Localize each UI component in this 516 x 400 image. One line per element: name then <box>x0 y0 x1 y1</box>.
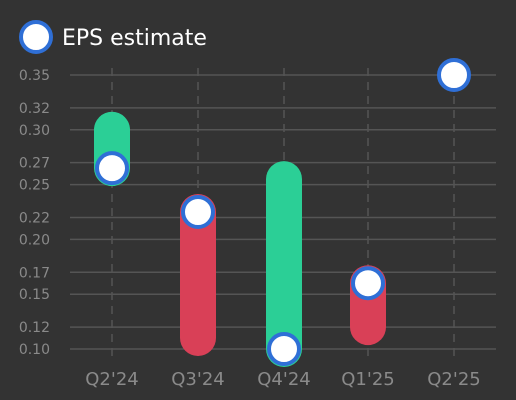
legend-label: EPS estimate <box>62 26 207 51</box>
x-tick-label: Q4'24 <box>257 369 310 390</box>
legend: EPS estimate <box>19 20 207 54</box>
x-axis-ticks: Q2'24 Q3'24 Q4'24 Q1'25 Q2'25 <box>85 369 480 390</box>
x-tick-label: Q1'25 <box>341 369 394 390</box>
y-tick-label: 0.22 <box>19 210 50 226</box>
x-tick-label: Q3'24 <box>171 369 224 390</box>
estimate-point <box>267 332 301 366</box>
range-bar <box>180 194 216 357</box>
range-bar <box>266 161 302 367</box>
y-tick-label: 0.32 <box>19 101 50 117</box>
estimate-point <box>181 195 215 229</box>
y-tick-label: 0.30 <box>19 123 50 139</box>
y-tick-label: 0.25 <box>19 178 50 194</box>
y-axis-ticks: 0.10 0.12 0.15 0.17 0.20 0.22 0.25 0.27 0.30 0.32… <box>19 68 50 358</box>
y-tick-label: 0.17 <box>19 265 50 281</box>
y-tick-label: 0.27 <box>19 156 50 172</box>
estimate-point <box>437 58 471 92</box>
estimate-markers <box>95 58 471 366</box>
legend-marker-icon <box>19 20 53 54</box>
x-tick-label: Q2'24 <box>85 369 138 390</box>
x-tick-label: Q2'25 <box>427 369 480 390</box>
y-tick-label: 0.10 <box>19 342 50 358</box>
estimate-point <box>351 266 385 301</box>
y-tick-label: 0.15 <box>19 287 50 303</box>
y-tick-label: 0.12 <box>19 320 50 336</box>
estimate-point <box>95 151 129 186</box>
y-tick-label: 0.35 <box>19 68 50 84</box>
y-tick-label: 0.20 <box>19 232 50 248</box>
